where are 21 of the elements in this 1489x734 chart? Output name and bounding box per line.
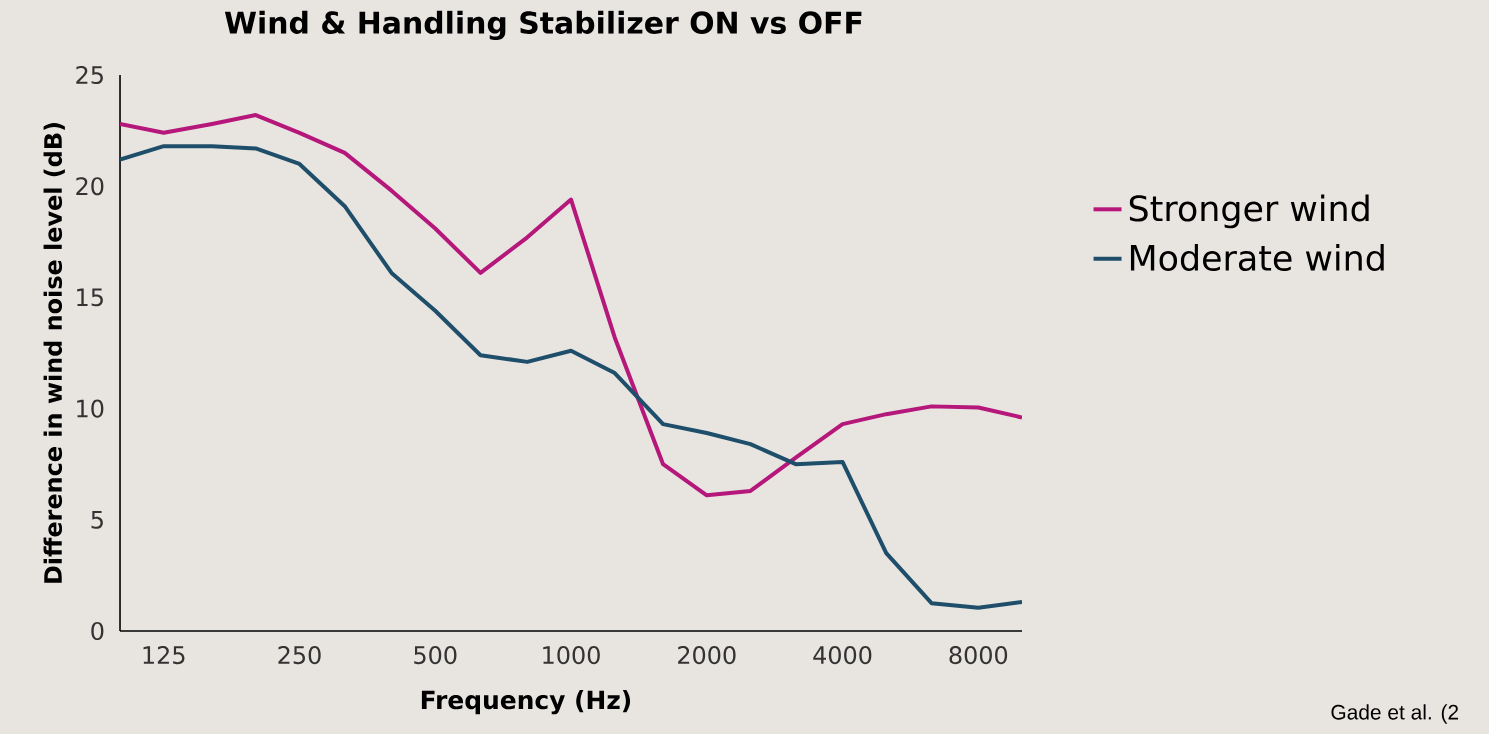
x-tick-label: 2000 [678,646,736,665]
x-tick-label: 4000 [813,646,872,665]
x-tick-label: 500 [414,646,457,665]
y-tick-label: 20 [76,177,104,196]
x-axis-title: Frequency (Hz) [421,690,631,715]
y-tick-label: 0 [91,621,104,641]
y-tick-label: 15 [77,288,103,307]
y-tick-label: 5 [91,510,103,529]
line-series [120,113,1023,498]
text: Gade et al. (2 [1331,704,1459,724]
y-tick-label: 10 [77,399,104,418]
y-axis-title: Difference in wind noise level (dB) [43,123,65,583]
x-tick-label: 1000 [543,646,600,665]
line-series [120,144,1023,610]
y-tick-label: 25 [76,65,103,85]
chart-title: Wind & Handling Stabilizer ON vs OFF [224,10,862,40]
x-tick-label: 125 [143,646,185,665]
legend-label: Stronger wind [1129,194,1369,229]
x-tick-label: 250 [278,646,321,665]
x-tick-label: 8000 [949,646,1008,665]
legend-label: Moderate wind [1130,244,1384,272]
